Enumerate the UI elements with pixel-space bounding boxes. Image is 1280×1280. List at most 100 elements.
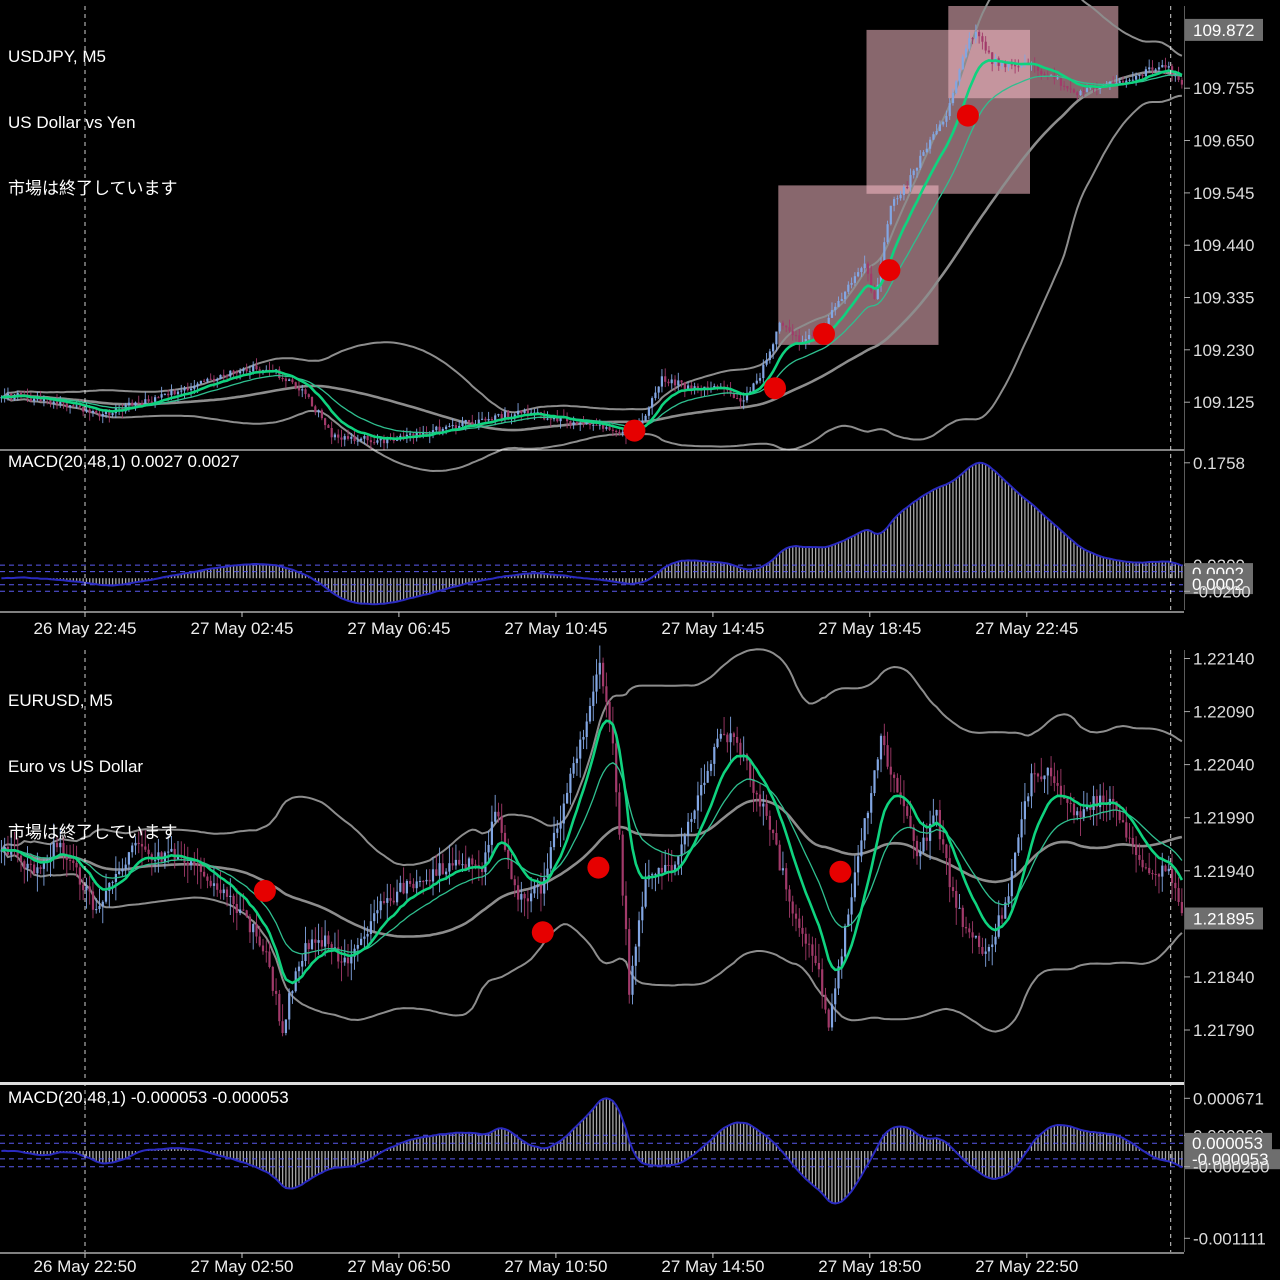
candle-body	[772, 344, 775, 352]
candle-body	[104, 410, 108, 414]
candle-body	[310, 939, 314, 950]
candle-body	[984, 41, 987, 51]
candle-body	[1095, 796, 1098, 808]
candle-body	[1000, 62, 1004, 66]
signal-dot	[531, 921, 554, 944]
macd-value-box	[1185, 1132, 1272, 1153]
candle-body	[844, 291, 847, 300]
candle-body	[65, 403, 68, 407]
candle-body	[1089, 806, 1092, 810]
candle-body	[909, 175, 912, 188]
candle-body	[261, 945, 265, 952]
candle-body	[75, 405, 78, 407]
candle-body	[788, 889, 791, 902]
candle-body	[1082, 90, 1085, 92]
candle-body	[245, 368, 248, 372]
candle-body	[350, 956, 353, 964]
candle-body	[72, 405, 75, 407]
price-tick-label: 1.22040	[1193, 756, 1254, 775]
candle-body	[1059, 785, 1062, 797]
band-middle	[0, 798, 1183, 938]
candle-body	[85, 886, 88, 891]
candle-body	[765, 803, 768, 816]
candle-body	[438, 426, 441, 432]
candle-body	[1076, 811, 1079, 816]
candle-body	[503, 832, 507, 850]
candle-body	[422, 431, 425, 436]
candle-body	[157, 397, 160, 399]
candle-body	[232, 895, 235, 904]
candle-body	[948, 103, 951, 117]
candle-body	[834, 988, 837, 1005]
candle-body	[481, 418, 484, 420]
candle-body	[971, 932, 974, 938]
candle-body	[428, 879, 431, 882]
candle-body	[78, 405, 81, 407]
time-tick-label: 27 May 22:50	[975, 1257, 1078, 1276]
candle-body	[775, 833, 778, 845]
candle-body	[137, 402, 140, 404]
candle-body	[729, 733, 732, 743]
candle-body	[742, 400, 745, 402]
candle-body	[229, 370, 232, 377]
candle-body	[543, 877, 546, 894]
candle-body	[781, 322, 784, 326]
macd-value-box	[1185, 574, 1253, 595]
candle-body	[758, 794, 762, 807]
candle-body	[791, 901, 794, 914]
time-tick-label: 27 May 22:45	[975, 619, 1078, 638]
signal-dot	[956, 104, 979, 127]
candle-body	[546, 418, 549, 420]
candle-body	[886, 745, 889, 767]
candle-body	[794, 913, 798, 919]
candle-body	[170, 848, 173, 852]
candle-body	[935, 810, 938, 816]
candle-body	[1004, 902, 1007, 919]
candle-body	[484, 852, 487, 873]
candle-body	[88, 409, 91, 413]
candle-body	[978, 935, 981, 947]
candle-body	[677, 856, 680, 865]
price-axis: 1.22140 1.22090 1.22040 1.21990 1.21940 1.218…	[1184, 650, 1263, 1040]
price-tick-label: 1.21990	[1193, 809, 1254, 828]
candle-body	[291, 379, 294, 383]
candle-body	[154, 860, 157, 862]
candle-body	[320, 940, 323, 947]
candle-body	[876, 759, 879, 771]
current-price-box	[1185, 18, 1263, 41]
candle-body	[1043, 775, 1046, 780]
candlesticks	[0, 24, 1183, 451]
candle-body	[915, 840, 919, 857]
candle-body	[26, 863, 29, 869]
candle-body	[1063, 85, 1066, 87]
candle-body	[821, 969, 824, 995]
candle-body	[10, 849, 13, 855]
candle-body	[1138, 855, 1141, 860]
candle-body	[598, 424, 601, 426]
candle-body	[1131, 79, 1134, 81]
candle-body	[1056, 77, 1059, 79]
candle-body	[621, 834, 624, 896]
candle-body	[585, 421, 588, 424]
candle-body	[549, 418, 552, 420]
candle-body	[373, 442, 376, 444]
candle-body	[487, 844, 490, 853]
price-tick-label: 109.545	[1193, 184, 1254, 203]
candle-body	[1118, 810, 1121, 821]
candle-body	[297, 966, 301, 972]
candle-body	[755, 792, 758, 795]
candle-body	[1167, 868, 1170, 872]
candlesticks	[0, 645, 1183, 1037]
chart-header-usdjpy: USDJPY, M5 US Dollar vs Yen 市場は終了しています	[8, 2, 178, 244]
candle-body	[232, 370, 235, 373]
candle-body	[870, 273, 873, 292]
candle-body	[556, 416, 559, 422]
candle-body	[726, 734, 729, 743]
candle-body	[778, 322, 781, 332]
candle-body	[317, 940, 320, 943]
candle-body	[29, 863, 32, 865]
candle-body	[124, 864, 127, 869]
candle-body	[402, 435, 405, 437]
candle-body	[1154, 874, 1157, 875]
